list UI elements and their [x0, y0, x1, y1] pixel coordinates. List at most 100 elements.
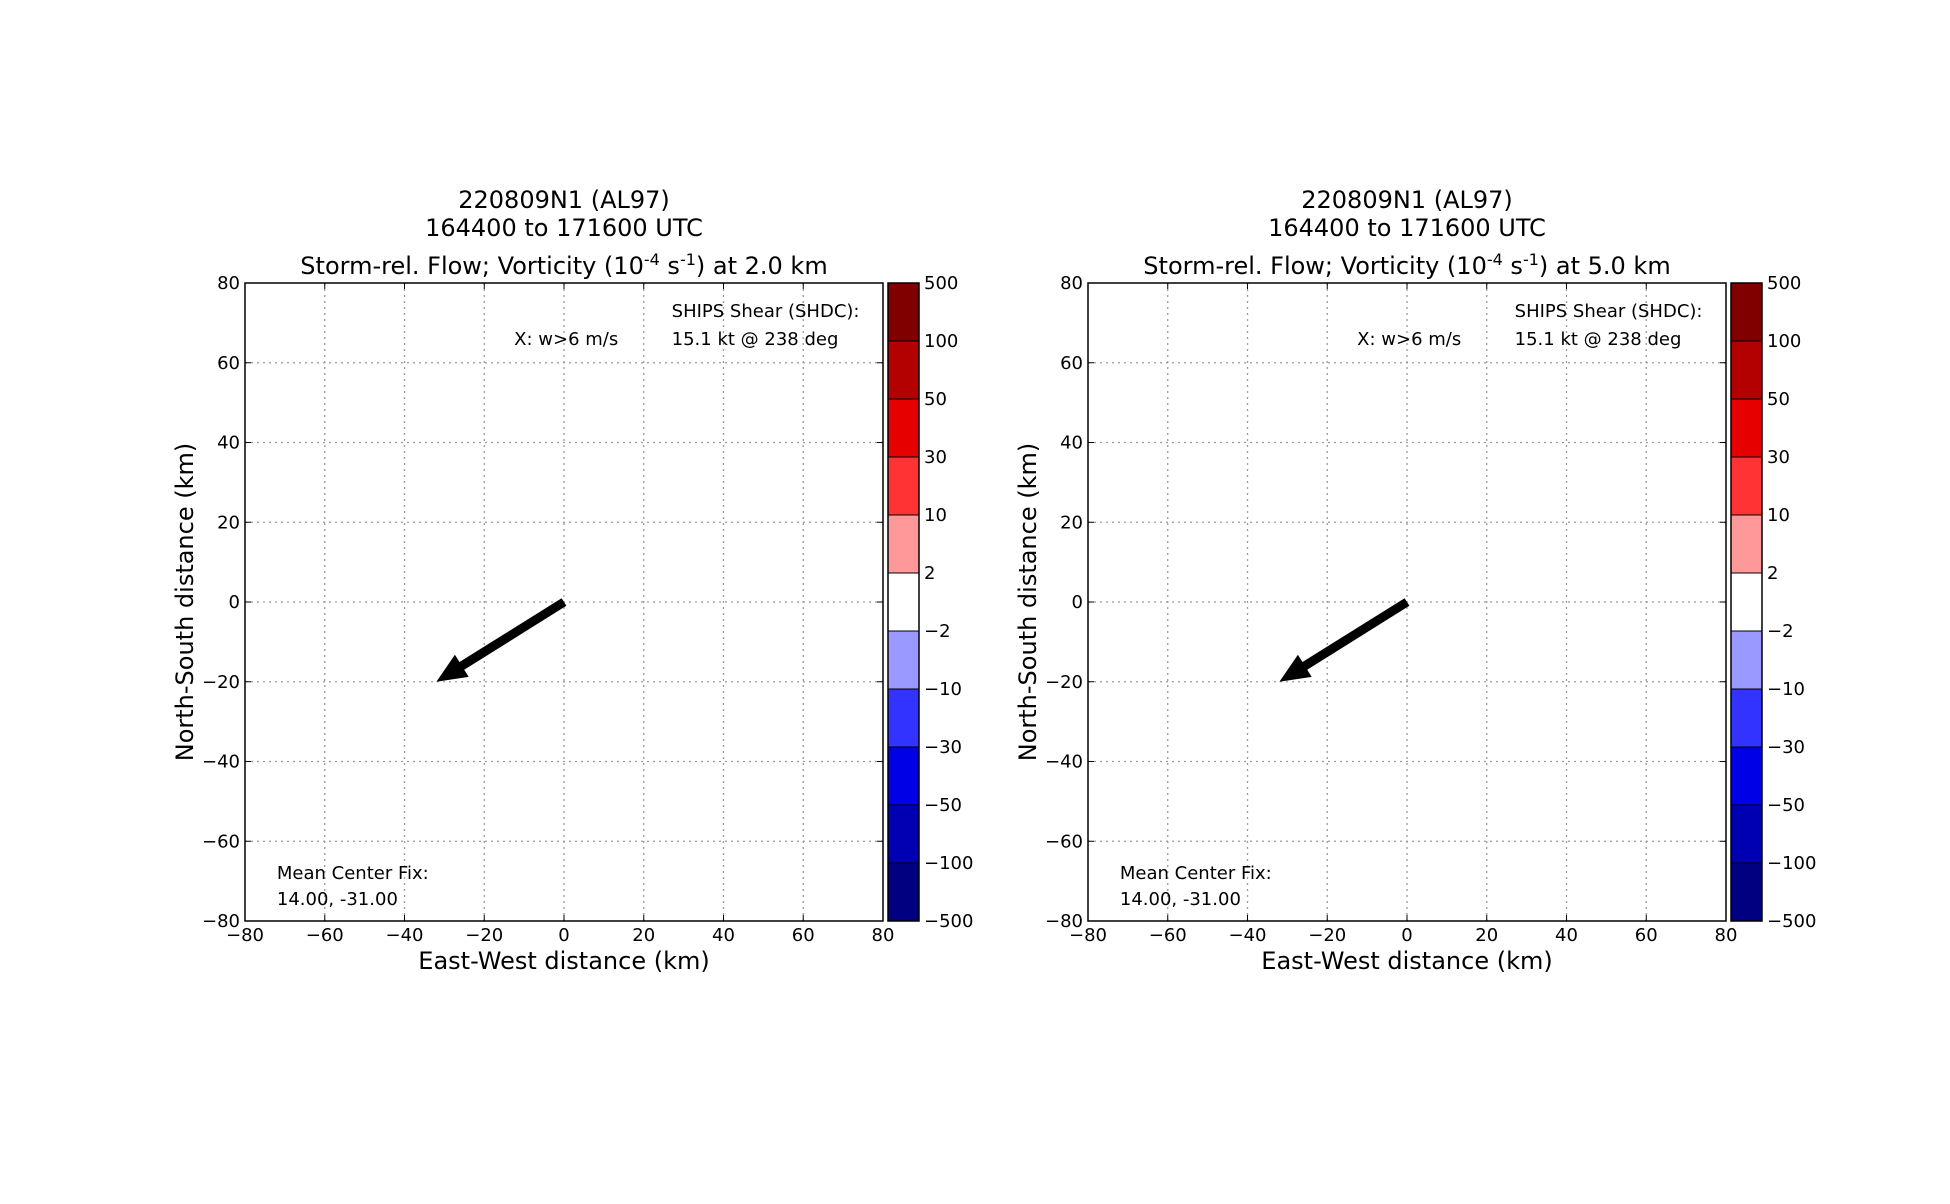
y-tick-label: 80 — [1060, 273, 1083, 294]
chart-title-line3: Storm-rel. Flow; Vorticity (10-4 s-1) at… — [1143, 250, 1670, 280]
ships-shear-value: 15.1 kt @ 238 deg — [1515, 329, 1682, 350]
colorbar-segment — [887, 514, 920, 574]
y-tick-label: 40 — [217, 433, 240, 454]
colorbar-frame — [1730, 282, 1763, 922]
colorbar-label: −100 — [1767, 853, 1816, 874]
center-fix-value: 14.00, -31.00 — [277, 889, 398, 910]
flow-arrow — [1279, 598, 1410, 682]
colorbar-label: −500 — [924, 911, 973, 932]
x-axis-label: East-West distance (km) — [1261, 947, 1552, 975]
y-tick-label: −40 — [1045, 752, 1083, 773]
y-tick-label: 0 — [1072, 592, 1083, 613]
flow-arrow — [436, 598, 567, 682]
colorbar-segment — [1730, 398, 1763, 458]
colorbar-segment — [887, 688, 920, 748]
colorbar-segment — [1730, 688, 1763, 748]
x-tick-label: 0 — [1401, 925, 1412, 946]
x-tick-label: 80 — [872, 925, 895, 946]
ships-shear-value: 15.1 kt @ 238 deg — [672, 329, 839, 350]
colorbar-segment — [887, 456, 920, 516]
center-fix-label: Mean Center Fix: — [1120, 863, 1272, 884]
colorbar-label: 50 — [924, 389, 947, 410]
colorbar-label: −10 — [924, 679, 962, 700]
colorbar-label: 10 — [1767, 505, 1790, 526]
colorbar-label: 2 — [924, 563, 935, 584]
y-axis-label: North-South distance (km) — [1014, 443, 1042, 762]
y-tick-label: 60 — [1060, 353, 1083, 374]
y-axis-label: North-South distance (km) — [171, 443, 199, 762]
y-tick-label: −20 — [1045, 672, 1083, 693]
x-tick-label: −20 — [465, 925, 503, 946]
y-tick-label: 20 — [217, 512, 240, 533]
colorbar-segment — [887, 572, 920, 632]
y-tick-label: 80 — [217, 273, 240, 294]
y-tick-label: 20 — [1060, 512, 1083, 533]
colorbar-label: −50 — [924, 795, 962, 816]
colorbar-segment — [887, 398, 920, 458]
ships-shear-label: SHIPS Shear (SHDC): — [672, 301, 860, 322]
y-tick-label: −80 — [1045, 911, 1083, 932]
colorbar-label: −500 — [1767, 911, 1816, 932]
colorbar-segment — [1730, 572, 1763, 632]
colorbar-segment — [1730, 630, 1763, 690]
center-fix-label: Mean Center Fix: — [277, 863, 429, 884]
x-tick-label: 20 — [632, 925, 655, 946]
colorbar-segment — [887, 804, 920, 864]
colorbar-segment — [887, 862, 920, 922]
y-tick-label: −60 — [202, 831, 240, 852]
colorbar-frame — [887, 282, 920, 922]
colorbar-segment — [1730, 804, 1763, 864]
center-fix-value: 14.00, -31.00 — [1120, 889, 1241, 910]
colorbar-segment — [887, 746, 920, 806]
chart-title-line1: 220809N1 (AL97) — [1301, 186, 1513, 214]
x-axis-label: East-West distance (km) — [418, 947, 709, 975]
colorbar-segment — [887, 282, 920, 342]
x-tick-label: 0 — [558, 925, 569, 946]
x-tick-label: −60 — [1149, 925, 1187, 946]
colorbar-label: 2 — [1767, 563, 1778, 584]
colorbar-label: −10 — [1767, 679, 1805, 700]
colorbar-label: 30 — [924, 447, 947, 468]
x-tick-label: −80 — [1069, 925, 1107, 946]
chart-title-line3: Storm-rel. Flow; Vorticity (10-4 s-1) at… — [300, 250, 827, 280]
y-tick-label: −40 — [202, 752, 240, 773]
colorbar-segment — [1730, 746, 1763, 806]
colorbar-label: −30 — [924, 737, 962, 758]
colorbar-label: 100 — [924, 331, 958, 352]
updraft-annotation: X: w>6 m/s — [514, 329, 618, 350]
x-tick-label: 40 — [1555, 925, 1578, 946]
colorbar-label: 100 — [1767, 331, 1801, 352]
y-tick-label: 40 — [1060, 433, 1083, 454]
x-tick-label: −40 — [386, 925, 424, 946]
x-tick-label: −60 — [306, 925, 344, 946]
x-tick-label: 60 — [792, 925, 815, 946]
x-tick-label: −20 — [1308, 925, 1346, 946]
chart-panel-right: 220809N1 (AL97)164400 to 171600 UTC Storm… — [1014, 186, 1816, 975]
colorbar-label: 500 — [924, 273, 958, 294]
colorbar-label: 30 — [1767, 447, 1790, 468]
colorbar-label: −50 — [1767, 795, 1805, 816]
x-tick-label: −80 — [226, 925, 264, 946]
colorbar-segment — [1730, 282, 1763, 342]
colorbar-label: −2 — [924, 621, 951, 642]
colorbar-segment — [887, 340, 920, 400]
y-tick-label: −20 — [202, 672, 240, 693]
colorbar-segment — [1730, 862, 1763, 922]
x-tick-label: 80 — [1715, 925, 1738, 946]
chart-title-line2: 164400 to 171600 UTC — [425, 214, 703, 242]
colorbar-segment — [887, 630, 920, 690]
x-tick-label: 20 — [1475, 925, 1498, 946]
colorbar-label: 500 — [1767, 273, 1801, 294]
colorbar-label: −2 — [1767, 621, 1794, 642]
x-tick-label: −40 — [1229, 925, 1267, 946]
colorbar-segment — [1730, 456, 1763, 516]
updraft-annotation: X: w>6 m/s — [1357, 329, 1461, 350]
y-tick-label: −80 — [202, 911, 240, 932]
colorbar-label: 10 — [924, 505, 947, 526]
chart-title-line2: 164400 to 171600 UTC — [1268, 214, 1546, 242]
chart-panel-left: 220809N1 (AL97)164400 to 171600 UTC Storm… — [171, 186, 973, 975]
colorbar-segment — [1730, 514, 1763, 574]
colorbar-segment — [1730, 340, 1763, 400]
y-tick-label: 60 — [217, 353, 240, 374]
